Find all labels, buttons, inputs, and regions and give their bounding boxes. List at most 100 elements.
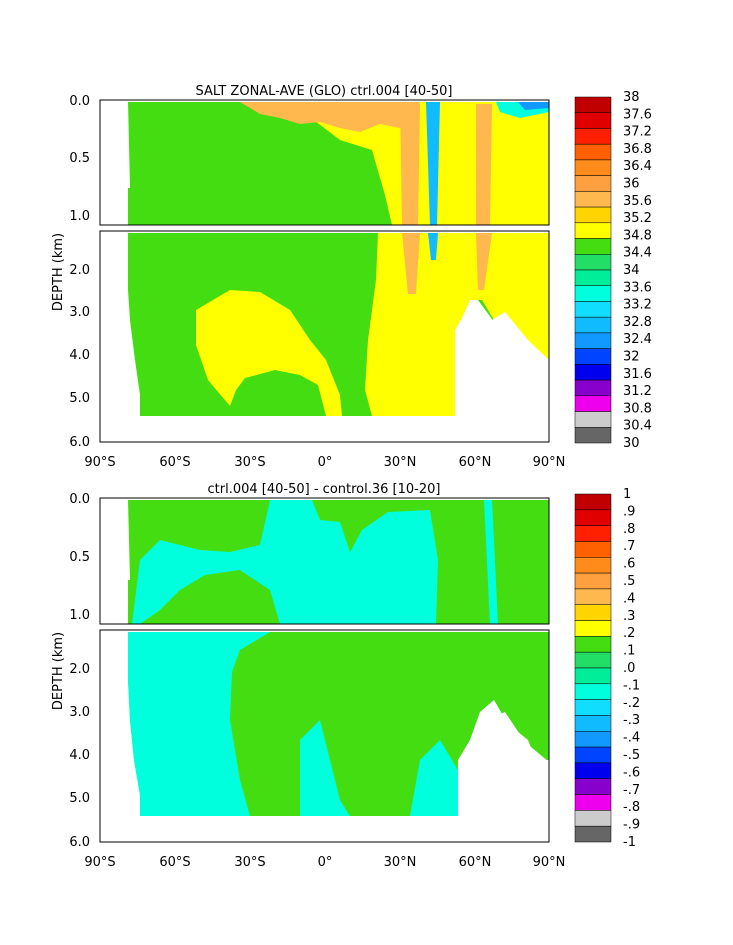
colorbar-swatch (574, 794, 612, 811)
colorbar-label: 32 (623, 350, 640, 365)
colorbar-swatch (574, 269, 612, 286)
panel2-lower-cyan (128, 632, 270, 816)
colorbar-label: -.6 (623, 765, 640, 780)
colorbar-label: -.1 (623, 678, 640, 693)
colorbar-swatch (574, 332, 612, 349)
colorbar-swatch (574, 395, 612, 412)
colorbar-swatch (574, 667, 612, 685)
panel2-frame-upper (99, 497, 550, 625)
colorbar-swatch (574, 427, 612, 444)
panel2-upper-cyan-tongue (484, 500, 498, 624)
panel2-lower-cyan-east (410, 740, 458, 816)
panel2-y-axis: 0.0 0.5 1.0 2.0 3.0 4.0 5.0 6.0 DEPTH (k… (51, 492, 90, 850)
colorbar-label: 35.2 (623, 211, 652, 226)
panel1-lower-white-arctic (470, 312, 549, 442)
colorbar-swatch (574, 143, 612, 161)
colorbar-label: .2 (623, 626, 635, 641)
panel1-xtick-label: 90°N (533, 455, 566, 470)
panel1-upper-orange-tongue-1 (400, 104, 420, 225)
salinity-difference-panel: ctrl.004 [40-50] - control.36 [10-20] 0.… (51, 482, 640, 870)
panel1-lower-orange-tongue-2 (476, 233, 492, 290)
panel1-frame-upper (99, 99, 550, 226)
colorbar-label: 1 (623, 487, 631, 502)
colorbar-label: 32.4 (623, 332, 652, 347)
colorbar-label: -1 (623, 835, 636, 850)
panel1-xtick-label: 60°N (459, 455, 492, 470)
colorbar-label: .9 (623, 504, 635, 519)
panel1-upper-orange-tongue-2 (476, 104, 492, 225)
colorbar-swatch (574, 254, 612, 271)
panel1-ytick-label: 1.0 (69, 209, 90, 224)
colorbar-label: 30 (623, 436, 640, 451)
panel1-upper-blue-arctic (518, 102, 549, 110)
colorbar-label: -.7 (623, 783, 640, 798)
colorbar-label: 38 (623, 90, 640, 105)
panel2-ytick-label: 3.0 (69, 705, 90, 720)
colorbar-label: .7 (623, 539, 635, 554)
colorbar-label: 35.6 (623, 194, 652, 209)
panel2-lower-white-bottom (100, 816, 549, 842)
panel2-xtick-label: 30°N (384, 855, 417, 870)
panel2-ytick-label: 6.0 (69, 835, 90, 850)
colorbar-label: -.2 (623, 696, 640, 711)
panel2-lower-cyan-patch (300, 720, 350, 816)
panel1-lower-yellow-south (196, 290, 342, 416)
panel1-ytick-label: 0.5 (69, 151, 90, 166)
colorbar-label: 33.2 (623, 298, 652, 313)
colorbar-label: -.4 (623, 731, 640, 746)
colorbar-swatch (574, 651, 612, 669)
panel2-ytick-label: 0.0 (69, 492, 90, 507)
colorbar-label: .8 (623, 522, 635, 537)
colorbar-label: -.9 (623, 818, 640, 833)
colorbar-label: 33.6 (623, 280, 652, 295)
panel2-frame-lower (99, 629, 550, 843)
colorbar-swatch (574, 715, 612, 732)
panel2-ytick-label: 4.0 (69, 748, 90, 763)
colorbar-swatch (574, 175, 612, 192)
panel1-title: SALT ZONAL-AVE (GLO) ctrl.004 [40-50] (196, 84, 453, 99)
colorbar-label: 34.4 (623, 246, 652, 261)
panel2-lower-white-arctic (466, 712, 549, 842)
colorbar-swatch (574, 316, 612, 334)
colorbar-label: 31.6 (623, 367, 652, 382)
colorbar-label: 36.8 (623, 142, 652, 157)
colorbar-swatch (574, 778, 612, 795)
colorbar-swatch (574, 348, 612, 365)
panel2-xtick-label: 30°S (234, 855, 265, 870)
colorbar-label: .6 (623, 557, 635, 572)
colorbar-swatch (574, 364, 612, 381)
panel1-plot-area (100, 100, 549, 442)
colorbar-swatch (574, 588, 612, 605)
colorbar-swatch (574, 191, 612, 208)
colorbar-swatch (574, 509, 612, 526)
colorbar-swatch (574, 112, 612, 129)
colorbar-label: 36 (623, 177, 640, 192)
panel1-frame-lower (99, 230, 550, 443)
panel1-y-axis: 0.0 0.5 1.0 2.0 3.0 4.0 5.0 6.0 DEPTH (k… (51, 94, 90, 450)
colorbar-label: 37.6 (623, 107, 652, 122)
panel1-xtick-label: 30°N (384, 455, 417, 470)
colorbar-swatch (574, 825, 612, 843)
colorbar-label: .5 (623, 574, 635, 589)
colorbar-swatch (574, 541, 612, 558)
panel1-ytick-label: 4.0 (69, 348, 90, 363)
colorbar-swatch (574, 699, 612, 716)
panel2-x-axis: 90°S 60°S 30°S 0° 30°N 60°N 90°N (84, 855, 565, 870)
colorbar-swatch (574, 285, 612, 302)
panel1-ytick-label: 2.0 (69, 263, 90, 278)
panel1-ylabel: DEPTH (km) (51, 233, 66, 311)
panel2-ytick-label: 0.5 (69, 550, 90, 565)
panel2-upper-cyan (132, 500, 438, 624)
colorbar-label: .4 (623, 591, 635, 606)
panel2-title: ctrl.004 [40-50] - control.36 [10-20] (208, 482, 441, 497)
panel1-xtick-label: 30°S (234, 455, 265, 470)
panel2-colorbar: 1 .9 .8 .7 .6 .5 .4 .3 .2 .1 .0 -.1 -.2 -.3 -.4 -.5 -.6 -… (574, 487, 640, 850)
colorbar-swatch (574, 604, 612, 621)
panel1-x-axis: 90°S 60°S 30°S 0° 30°N 60°N 90°N (84, 455, 565, 470)
colorbar-swatch (574, 411, 612, 428)
colorbar-swatch (574, 731, 612, 748)
panel2-ylabel: DEPTH (km) (51, 632, 66, 710)
colorbar-swatch (574, 636, 612, 653)
colorbar-swatch (574, 762, 612, 779)
